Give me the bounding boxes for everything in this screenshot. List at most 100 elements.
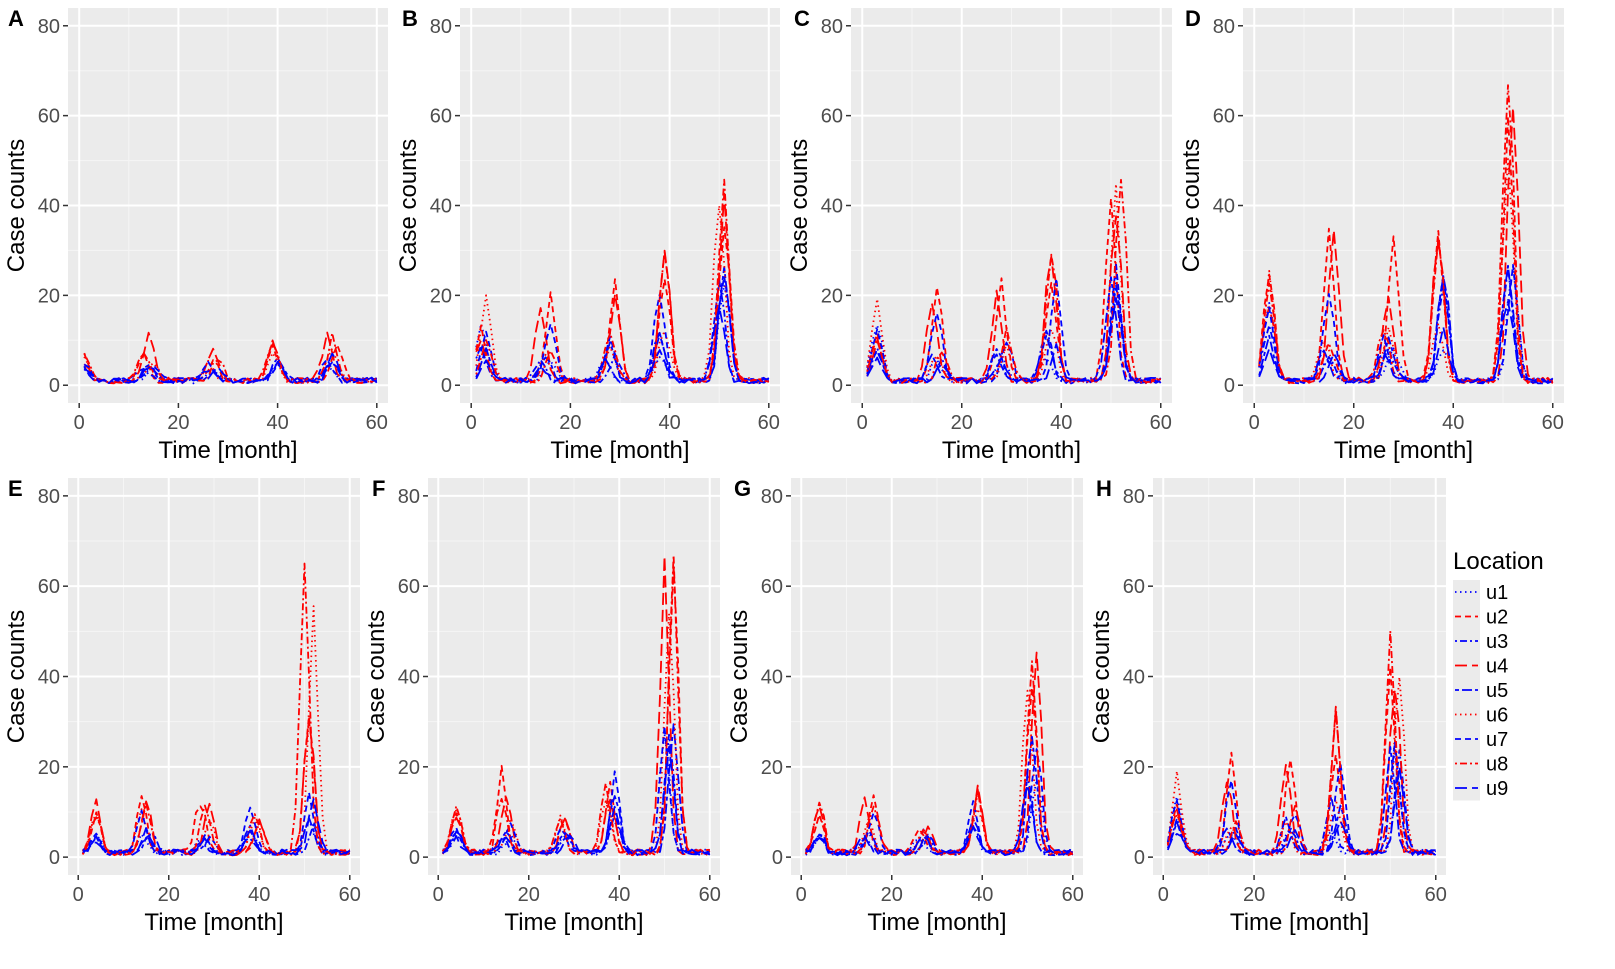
legend-label-u5: u5 <box>1486 680 1508 702</box>
legend-label-u7: u7 <box>1486 729 1508 751</box>
series-line-u7 <box>442 725 710 857</box>
series-line-u9 <box>866 297 1162 385</box>
series-line-u1 <box>82 817 351 856</box>
x-tick-label: 60 <box>1150 412 1172 434</box>
x-axis-title: Time [month] <box>158 437 297 464</box>
y-tick-label: 20 <box>821 285 843 307</box>
y-tick-label: 20 <box>1213 285 1235 307</box>
y-axis-title: Case counts <box>726 610 753 743</box>
y-tick-label: 80 <box>1213 16 1235 38</box>
series-line-u7 <box>1258 263 1554 385</box>
y-tick-label: 40 <box>1213 196 1235 218</box>
y-tick-label: 0 <box>49 847 60 869</box>
panel-h: 0 20 40 60 80 0 20 40 60 Time [month] Case counts H <box>1088 476 1447 936</box>
legend-label-u8: u8 <box>1486 754 1508 776</box>
panel-letter: C <box>794 6 810 31</box>
panel-d: 0 20 40 60 80 0 20 40 60 Time [month] Case counts D <box>1178 6 1564 464</box>
panel-letter: H <box>1096 476 1112 501</box>
y-tick-label: 80 <box>430 16 452 38</box>
y-tick-label: 0 <box>832 375 843 397</box>
series-line-u9 <box>82 798 351 857</box>
y-tick-label: 80 <box>38 16 60 38</box>
x-tick-label: 20 <box>559 412 581 434</box>
series-line-u6 <box>1258 158 1554 385</box>
x-axis-title: Time [month] <box>504 909 643 936</box>
y-axis-title: Case counts <box>395 139 422 272</box>
series-line-u5 <box>1166 746 1436 856</box>
x-tick-label: 20 <box>951 412 973 434</box>
y-tick-label: 80 <box>761 486 783 508</box>
x-axis-title: Time [month] <box>1230 909 1369 936</box>
series-line-u5 <box>805 735 1074 857</box>
x-tick-label: 60 <box>339 884 361 906</box>
x-tick-label: 0 <box>74 412 85 434</box>
panel-b: 0 20 40 60 80 0 20 40 60 Time [month] Case counts B <box>395 6 780 464</box>
x-tick-label: 20 <box>1243 884 1265 906</box>
x-tick-label: 20 <box>158 884 180 906</box>
x-tick-label: 40 <box>1442 412 1464 434</box>
series-line-u4 <box>442 555 711 856</box>
y-tick-label: 80 <box>821 16 843 38</box>
series-line-u8 <box>83 332 378 385</box>
y-tick-label: 60 <box>821 106 843 128</box>
y-tick-label: 20 <box>38 757 60 779</box>
panel-letter: F <box>372 476 385 501</box>
x-tick-label: 60 <box>1542 412 1564 434</box>
series-line-u4 <box>804 651 1073 856</box>
y-axis-title: Case counts <box>1088 610 1115 743</box>
y-tick-label: 0 <box>409 847 420 869</box>
y-tick-label: 80 <box>1123 486 1145 508</box>
y-tick-label: 60 <box>38 576 60 598</box>
x-tick-label: 60 <box>699 884 721 906</box>
y-tick-label: 0 <box>1224 375 1235 397</box>
y-axis-title: Case counts <box>786 139 813 272</box>
x-axis-title: Time [month] <box>1334 437 1473 464</box>
y-tick-label: 60 <box>430 106 452 128</box>
legend-title: Location <box>1453 548 1544 575</box>
series-line-u7 <box>475 275 770 385</box>
y-tick-label: 60 <box>1123 576 1145 598</box>
x-axis-title: Time [month] <box>942 437 1081 464</box>
y-tick-label: 40 <box>398 667 420 689</box>
x-axis-title: Time [month] <box>550 437 689 464</box>
panel-a: 0 20 40 60 80 0 20 40 60 Time [month] Case counts A <box>3 6 388 464</box>
x-tick-label: 40 <box>608 884 630 906</box>
y-tick-label: 0 <box>49 375 60 397</box>
series-line-u7 <box>82 791 350 857</box>
y-tick-label: 0 <box>441 375 452 397</box>
series-line-u8 <box>1258 84 1554 385</box>
legend-label-u1: u1 <box>1486 582 1508 604</box>
y-tick-label: 40 <box>430 196 452 218</box>
x-tick-label: 0 <box>1158 884 1169 906</box>
x-tick-label: 20 <box>1343 412 1365 434</box>
x-tick-label: 40 <box>971 884 993 906</box>
series-line-u9 <box>805 783 1074 856</box>
legend-label-u6: u6 <box>1486 705 1508 727</box>
y-tick-label: 40 <box>1123 667 1145 689</box>
x-tick-label: 60 <box>1425 884 1447 906</box>
x-tick-label: 0 <box>1249 412 1260 434</box>
x-tick-label: 60 <box>366 412 388 434</box>
panel-f: 0 20 40 60 80 0 20 40 60 Time [month] Case counts F <box>363 476 721 936</box>
legend-label-u3: u3 <box>1486 631 1508 653</box>
x-tick-label: 0 <box>796 884 807 906</box>
x-tick-label: 40 <box>266 412 288 434</box>
x-tick-label: 0 <box>857 412 868 434</box>
y-axis-title: Case counts <box>3 610 30 743</box>
series-line-u5 <box>475 266 770 384</box>
y-tick-label: 20 <box>1123 757 1145 779</box>
y-tick-label: 80 <box>38 486 60 508</box>
series-line-u8 <box>441 554 710 857</box>
x-tick-label: 40 <box>1050 412 1072 434</box>
x-tick-label: 0 <box>433 884 444 906</box>
legend-label-u9: u9 <box>1486 778 1508 800</box>
panel-c: 0 20 40 60 80 0 20 40 60 Time [month] Case counts C <box>786 6 1172 464</box>
legend-label-u4: u4 <box>1486 656 1508 678</box>
panel-letter: A <box>8 6 24 31</box>
x-tick-label: 40 <box>248 884 270 906</box>
x-tick-label: 40 <box>658 412 680 434</box>
y-tick-label: 40 <box>761 667 783 689</box>
y-axis-title: Case counts <box>363 610 390 743</box>
series-line-u9 <box>475 305 769 385</box>
